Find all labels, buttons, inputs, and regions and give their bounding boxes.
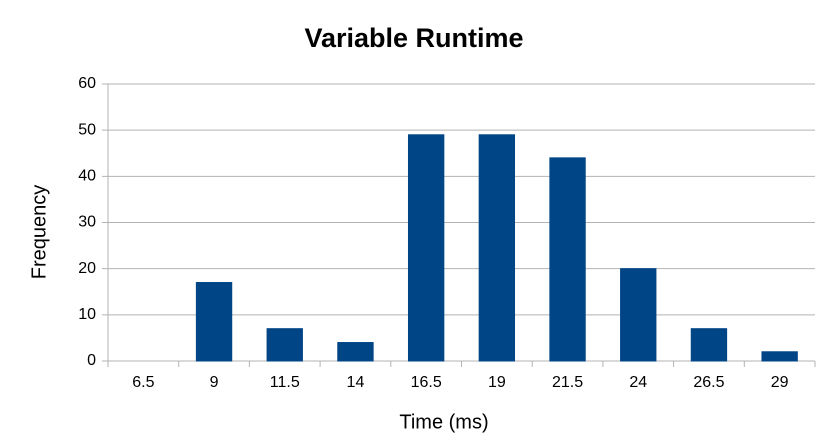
y-tick-label: 50 [78,121,96,138]
x-tick-label: 14 [347,374,365,391]
x-tick-label: 16.5 [411,374,442,391]
x-tick-label: 24 [629,374,647,391]
chart-title: Variable Runtime [304,23,523,53]
bar [549,157,586,362]
y-axis-title: Frequency [28,185,50,280]
bar [690,328,728,362]
x-tick-label: 6.5 [132,374,154,391]
y-tick-label: 40 [78,168,96,185]
bar [337,342,374,362]
bar [620,268,657,362]
y-tick-label: 10 [78,306,96,323]
bar [266,328,303,362]
x-tick-label: 19 [488,374,506,391]
bar [478,134,516,362]
y-tick-label: 0 [87,352,96,369]
bar [195,282,233,362]
x-tick-label: 11.5 [270,374,300,391]
y-tick-label: 20 [78,260,96,277]
bar [407,134,445,362]
x-axis-title: Time (ms) [399,411,488,433]
x-tick-label: 26.5 [693,374,724,391]
y-tick-label: 30 [78,214,96,231]
y-tick-label: 60 [78,75,96,92]
x-tick-label: 29 [771,374,789,391]
x-tick-label: 21.5 [552,374,583,391]
bar [761,351,798,362]
x-tick-label: 9 [210,374,219,391]
